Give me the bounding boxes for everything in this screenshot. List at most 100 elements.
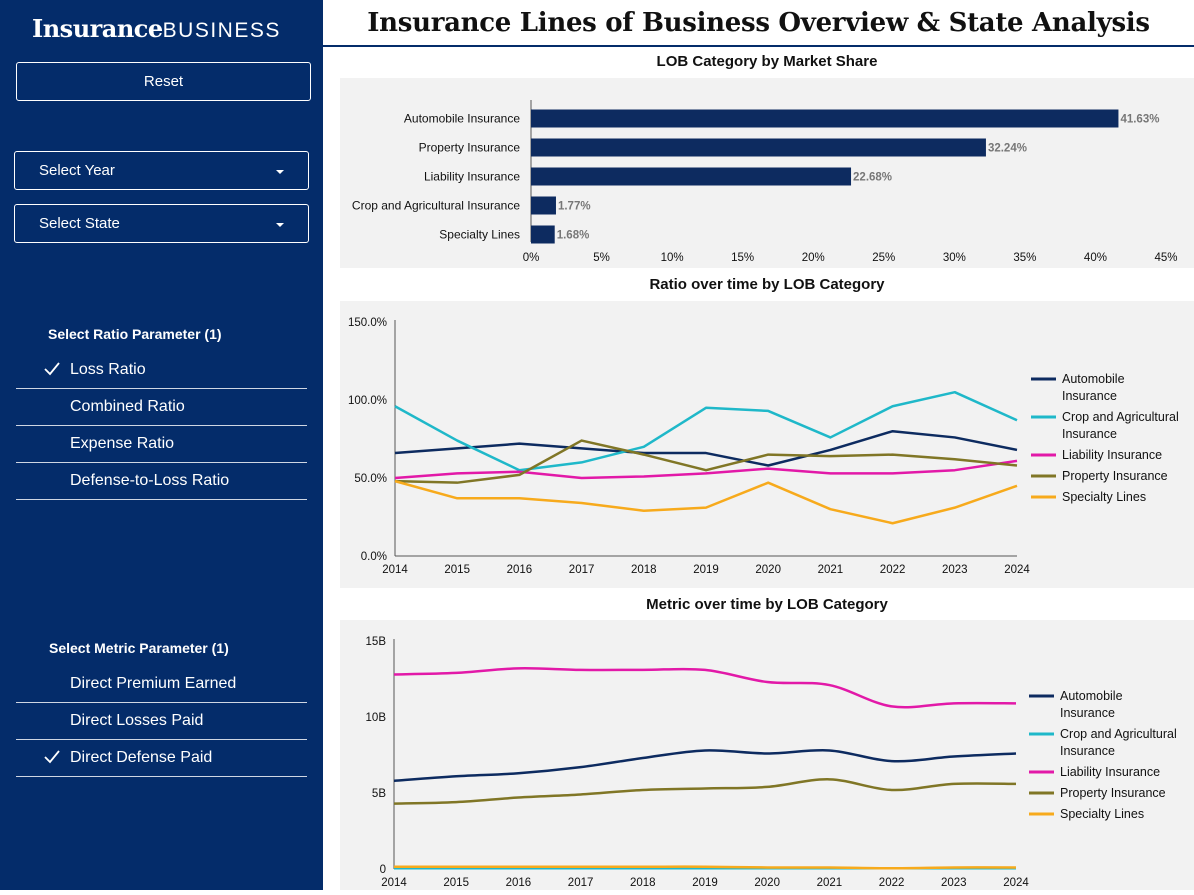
caret-down-icon <box>276 223 284 227</box>
market-share-panel: Automobile Insurance 41.63% Property Insur… <box>340 78 1194 268</box>
series-line-property <box>393 778 1017 805</box>
bar <box>531 196 556 215</box>
metric-chart-panel: 0 5B 10B 15B 2014 2015 2016 2017 2018 2019 2020 202… <box>340 620 1194 890</box>
legend-label: Specialty Lines <box>1060 807 1144 821</box>
x-tick-label: 2017 <box>569 564 595 576</box>
x-tick-label: 2014 <box>381 877 407 889</box>
x-tick-label: 2018 <box>630 877 656 889</box>
bar-value-label: 41.63% <box>1120 114 1159 126</box>
x-tick-label: 40% <box>1084 252 1107 264</box>
page-title-bar: Insurance Lines of Business Overview & S… <box>323 0 1194 47</box>
metric-chart: 0 5B 10B 15B 2014 2015 2016 2017 2018 2019 2020 202… <box>366 636 1177 889</box>
x-tick-label: 2021 <box>817 877 843 889</box>
x-tick-label: 25% <box>872 252 895 264</box>
legend-label: Crop and Agricultural <box>1062 410 1179 424</box>
metric-item-label: Direct Defense Paid <box>70 749 213 766</box>
logo-bold: Insurance <box>32 14 163 43</box>
x-tick-label: 2018 <box>631 564 657 576</box>
reset-button[interactable]: Reset <box>16 62 311 101</box>
x-tick-label: 2024 <box>1003 877 1029 889</box>
y-tick-label: 150.0% <box>348 317 387 329</box>
x-tick-label: 2022 <box>880 564 906 576</box>
x-tick-label: 10% <box>661 252 684 264</box>
series-line-automobile <box>393 748 1017 783</box>
bar-value-label: 1.77% <box>558 201 591 213</box>
x-tick-label: 2014 <box>382 564 408 576</box>
legend-label: Liability Insurance <box>1062 448 1162 462</box>
bar-category-label: Automobile Insurance <box>404 112 520 126</box>
ratio-chart-title: Ratio over time by LOB Category <box>649 276 885 293</box>
sidebar: InsuranceBUSINESS Reset Select Year Sele… <box>0 0 323 890</box>
checkmark-icon <box>44 750 60 764</box>
x-tick-label: 2021 <box>818 564 844 576</box>
x-tick-label: 2019 <box>693 564 719 576</box>
y-tick-label: 5B <box>372 788 386 800</box>
y-tick-label: 0.0% <box>361 551 387 563</box>
metric-item-direct-defense-paid[interactable]: Direct Defense Paid <box>16 740 307 777</box>
ratio-item-expense-ratio[interactable]: Expense Ratio <box>16 426 307 463</box>
series-line-liability <box>393 667 1017 709</box>
metric-item-direct-premium-earned[interactable]: Direct Premium Earned <box>16 666 307 703</box>
metric-item-direct-losses-paid[interactable]: Direct Losses Paid <box>16 703 307 740</box>
legend-label: Automobile <box>1060 689 1123 703</box>
market-share-chart: Automobile Insurance 41.63% Property Insur… <box>352 100 1178 264</box>
legend-label: Liability Insurance <box>1060 765 1160 779</box>
x-tick-label: 0% <box>523 252 540 264</box>
legend-label: Insurance <box>1062 389 1117 403</box>
metric-chart-title: Metric over time by LOB Category <box>646 596 888 613</box>
x-tick-label: 2017 <box>568 877 594 889</box>
bar <box>531 167 852 186</box>
legend-label: Insurance <box>1060 744 1115 758</box>
logo-light: BUSINESS <box>162 19 281 42</box>
series-line-liability <box>394 459 1018 480</box>
bar-category-label: Liability Insurance <box>424 170 520 184</box>
x-tick-label: 30% <box>943 252 966 264</box>
legend-label: Automobile <box>1062 372 1125 386</box>
bar-value-label: 22.68% <box>853 172 892 184</box>
year-dropdown[interactable]: Select Year <box>14 151 309 190</box>
x-tick-label: 2016 <box>506 877 532 889</box>
legend-label: Crop and Agricultural <box>1060 727 1177 741</box>
ratio-chart-panel: 0.0% 50.0% 100.0% 150.0% 2014 2015 2016 2017 201… <box>340 301 1194 588</box>
x-tick-label: 2015 <box>444 564 470 576</box>
x-tick-label: 45% <box>1154 252 1177 264</box>
x-tick-label: 2023 <box>941 877 967 889</box>
series-line-automobile <box>394 429 1018 467</box>
ratio-item-label: Expense Ratio <box>70 435 175 452</box>
series-line-crop <box>394 390 1018 472</box>
ratio-item-loss-ratio[interactable]: Loss Ratio <box>16 352 307 389</box>
ratio-item-combined-ratio[interactable]: Combined Ratio <box>16 389 307 426</box>
y-tick-label: 15B <box>366 636 387 648</box>
legend-label: Insurance <box>1062 427 1117 441</box>
x-tick-label: 20% <box>802 252 825 264</box>
legend-label: Property Insurance <box>1060 786 1166 800</box>
bar-value-label: 1.68% <box>557 230 590 242</box>
page-title: Insurance Lines of Business Overview & S… <box>367 8 1150 38</box>
bar-category-label: Property Insurance <box>419 141 521 155</box>
metric-item-label: Direct Losses Paid <box>70 712 204 729</box>
ratio-chart: 0.0% 50.0% 100.0% 150.0% 2014 2015 2016 2017 201… <box>348 317 1179 576</box>
y-tick-label: 10B <box>366 712 387 724</box>
legend-label: Specialty Lines <box>1062 490 1146 504</box>
logo: InsuranceBUSINESS <box>32 14 281 44</box>
state-dropdown-label: Select State <box>39 215 120 232</box>
y-tick-label: 100.0% <box>348 395 387 407</box>
x-tick-label: 35% <box>1013 252 1036 264</box>
y-tick-label: 50.0% <box>354 473 387 485</box>
caret-down-icon <box>276 170 284 174</box>
x-tick-label: 15% <box>731 252 754 264</box>
ratio-item-defense-to-loss-ratio[interactable]: Defense-to-Loss Ratio <box>16 463 307 500</box>
series-line-specialty <box>393 865 1017 870</box>
x-tick-label: 2024 <box>1004 564 1030 576</box>
bar <box>531 109 1119 128</box>
checkmark-icon <box>44 362 60 376</box>
year-dropdown-label: Select Year <box>39 162 115 179</box>
bar <box>531 138 986 157</box>
x-tick-label: 2022 <box>879 877 905 889</box>
ratio-parameter-title: Select Ratio Parameter (1) <box>48 326 222 342</box>
x-tick-label: 2016 <box>507 564 533 576</box>
bar <box>531 225 555 244</box>
x-tick-label: 2020 <box>755 564 781 576</box>
series-line-specialty <box>394 479 1018 525</box>
state-dropdown[interactable]: Select State <box>14 204 309 243</box>
